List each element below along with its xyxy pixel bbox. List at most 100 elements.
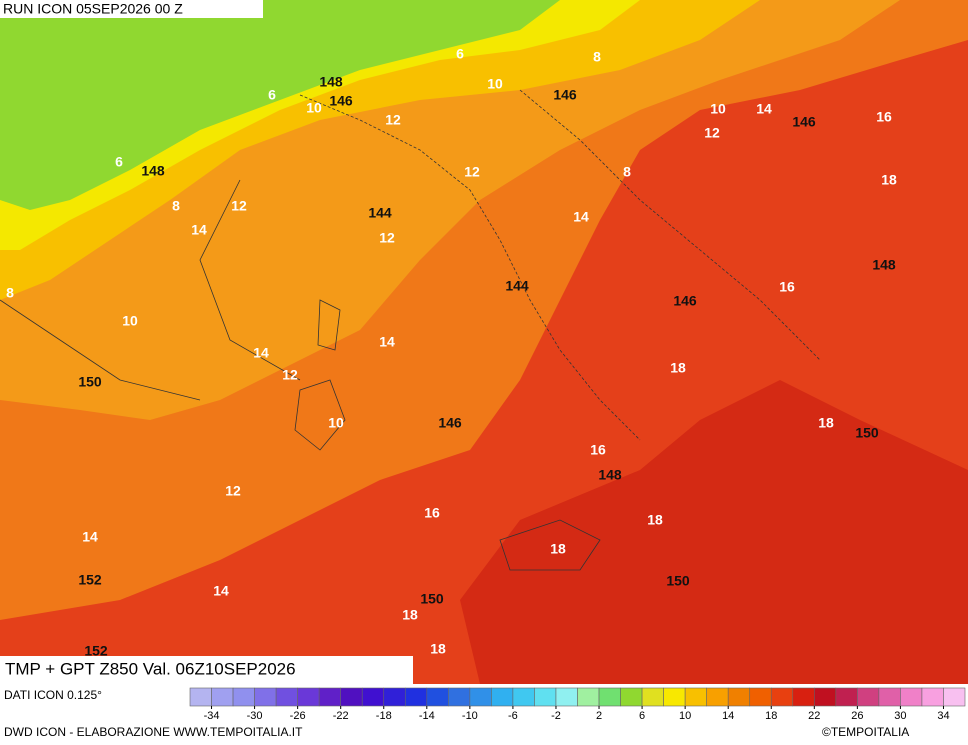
isotherm-label: 18: [430, 641, 446, 657]
colorbar-swatch: [684, 687, 707, 707]
geopotential-label: 146: [792, 114, 816, 130]
colorbar-tick-label: -10: [462, 710, 478, 722]
colorbar-tick-label: 34: [937, 710, 949, 722]
colorbar-tick-label: 30: [894, 710, 906, 722]
colorbar-swatch: [383, 687, 406, 707]
isotherm-label: 8: [593, 49, 601, 65]
colorbar-tick-label: -18: [376, 710, 392, 722]
colorbar-swatch: [275, 687, 298, 707]
isotherm-label: 8: [6, 285, 14, 301]
colorbar-tick-label: -30: [247, 710, 263, 722]
isotherm-label: 6: [456, 46, 464, 62]
geopotential-label: 150: [420, 591, 444, 607]
field-label: TMP + GPT Z850 Val. 06Z10SEP2026: [5, 659, 296, 678]
geopotential-label: 144: [505, 278, 529, 294]
isotherm-label: 10: [710, 101, 726, 117]
colorbar-swatch: [641, 687, 664, 707]
isotherm-label: 8: [172, 198, 180, 214]
geopotential-label: 150: [855, 425, 879, 441]
credit: DWD ICON - ELABORAZIONE WWW.TEMPOITALIA.…: [4, 725, 303, 739]
colorbar-swatch: [900, 687, 923, 707]
colorbar-swatch: [404, 687, 428, 707]
isotherm-label: 16: [779, 279, 795, 295]
geopotential-label: 146: [438, 415, 462, 431]
isotherm-label: 14: [573, 209, 589, 225]
isotherm-label: 16: [424, 505, 440, 521]
isotherm-label: 6: [115, 154, 123, 170]
run-box: [0, 0, 263, 18]
isotherm-label: 18: [402, 607, 418, 623]
isotherm-label: 14: [379, 334, 395, 350]
colorbar-swatch: [835, 687, 858, 707]
colorbar-swatch: [232, 687, 255, 707]
borders: [0, 89, 821, 571]
colorbar-swatch: [878, 687, 901, 707]
isotherm-label: 16: [876, 109, 892, 125]
colorbar-swatch: [318, 687, 341, 707]
geopotential-label: 152: [84, 643, 108, 659]
colorbar: -34 -30 -26 -22 -18 -14 -10 -6 -2 2 6 10 14 18 22 26 30 3…: [189, 687, 966, 722]
colorbar-tick-label: -34: [204, 710, 220, 722]
isotherm-label: 18: [818, 415, 834, 431]
colorbar-tick-label: 2: [596, 710, 602, 722]
colorbar-swatch: [426, 687, 449, 707]
geopotential-label: 150: [666, 573, 690, 589]
map: [0, 0, 968, 684]
colorbar-swatch: [555, 687, 578, 707]
colorbar-swatch: [577, 687, 600, 707]
run-label: RUN ICON 05SEP2026 00 Z: [3, 1, 183, 17]
isotherm-label: 14: [213, 583, 229, 599]
colorbar-swatch: [361, 687, 385, 707]
isotherm-label: 10: [487, 76, 503, 92]
isotherm-label: 12: [282, 367, 298, 383]
colorbar-swatch: [534, 687, 557, 707]
colorbar-swatch: [921, 687, 944, 707]
isotherm-label: 8: [623, 164, 631, 180]
warm-area: [460, 380, 968, 684]
colorbar-tick-label: -26: [290, 710, 306, 722]
isotherm-label: 18: [550, 541, 566, 557]
colorbar-swatch: [448, 687, 471, 707]
isotherm-label: 18: [881, 172, 897, 188]
colorbar-tick-label: 18: [765, 710, 777, 722]
colorbar-swatch: [770, 687, 794, 707]
geopotential-label: 146: [673, 293, 697, 309]
colorbar-tick-label: -22: [333, 710, 349, 722]
geopotential-label: 152: [78, 572, 102, 588]
isotherm-label: 10: [306, 100, 322, 116]
colorbar-tick-label: -2: [551, 710, 561, 722]
colorbar-tick-label: -14: [419, 710, 435, 722]
geopotential-label: 144: [368, 205, 392, 221]
isotherm-label: 12: [225, 483, 241, 499]
colorbar-swatch: [254, 687, 277, 707]
colorbar-swatch: [340, 687, 363, 707]
geopotential-label: 146: [329, 93, 353, 109]
colorbar-swatch: [857, 687, 880, 707]
colorbar-swatch: [469, 687, 492, 707]
colorbar-swatch: [706, 687, 729, 707]
field-box: [0, 656, 413, 684]
colorbar-swatch: [727, 687, 751, 707]
colorbar-swatch: [814, 687, 837, 707]
isotherm-label: 12: [464, 164, 480, 180]
colorbar-swatch: [663, 687, 686, 707]
isotherm-label: 14: [191, 222, 207, 238]
copyright: ©TEMPOITALIA: [822, 725, 909, 739]
colorbar-swatch: [491, 687, 514, 707]
isotherm-label: 12: [385, 112, 401, 128]
colorbar-swatch: [189, 687, 212, 707]
isotherm-label: 6: [268, 87, 276, 103]
geopotential-label: 148: [872, 257, 896, 273]
isotherm-label: 14: [756, 101, 772, 117]
colorbar-swatch: [297, 687, 320, 707]
colorbar-tick-label: -6: [508, 710, 518, 722]
isotherm-label: 18: [670, 360, 686, 376]
colorbar-tick-label: 26: [851, 710, 863, 722]
colorbar-tick-label: 22: [808, 710, 820, 722]
isotherm-label: 12: [704, 125, 720, 141]
isotherm-label: 14: [82, 529, 98, 545]
colorbar-swatch: [792, 687, 815, 707]
colorbar-tick-label: 10: [679, 710, 691, 722]
